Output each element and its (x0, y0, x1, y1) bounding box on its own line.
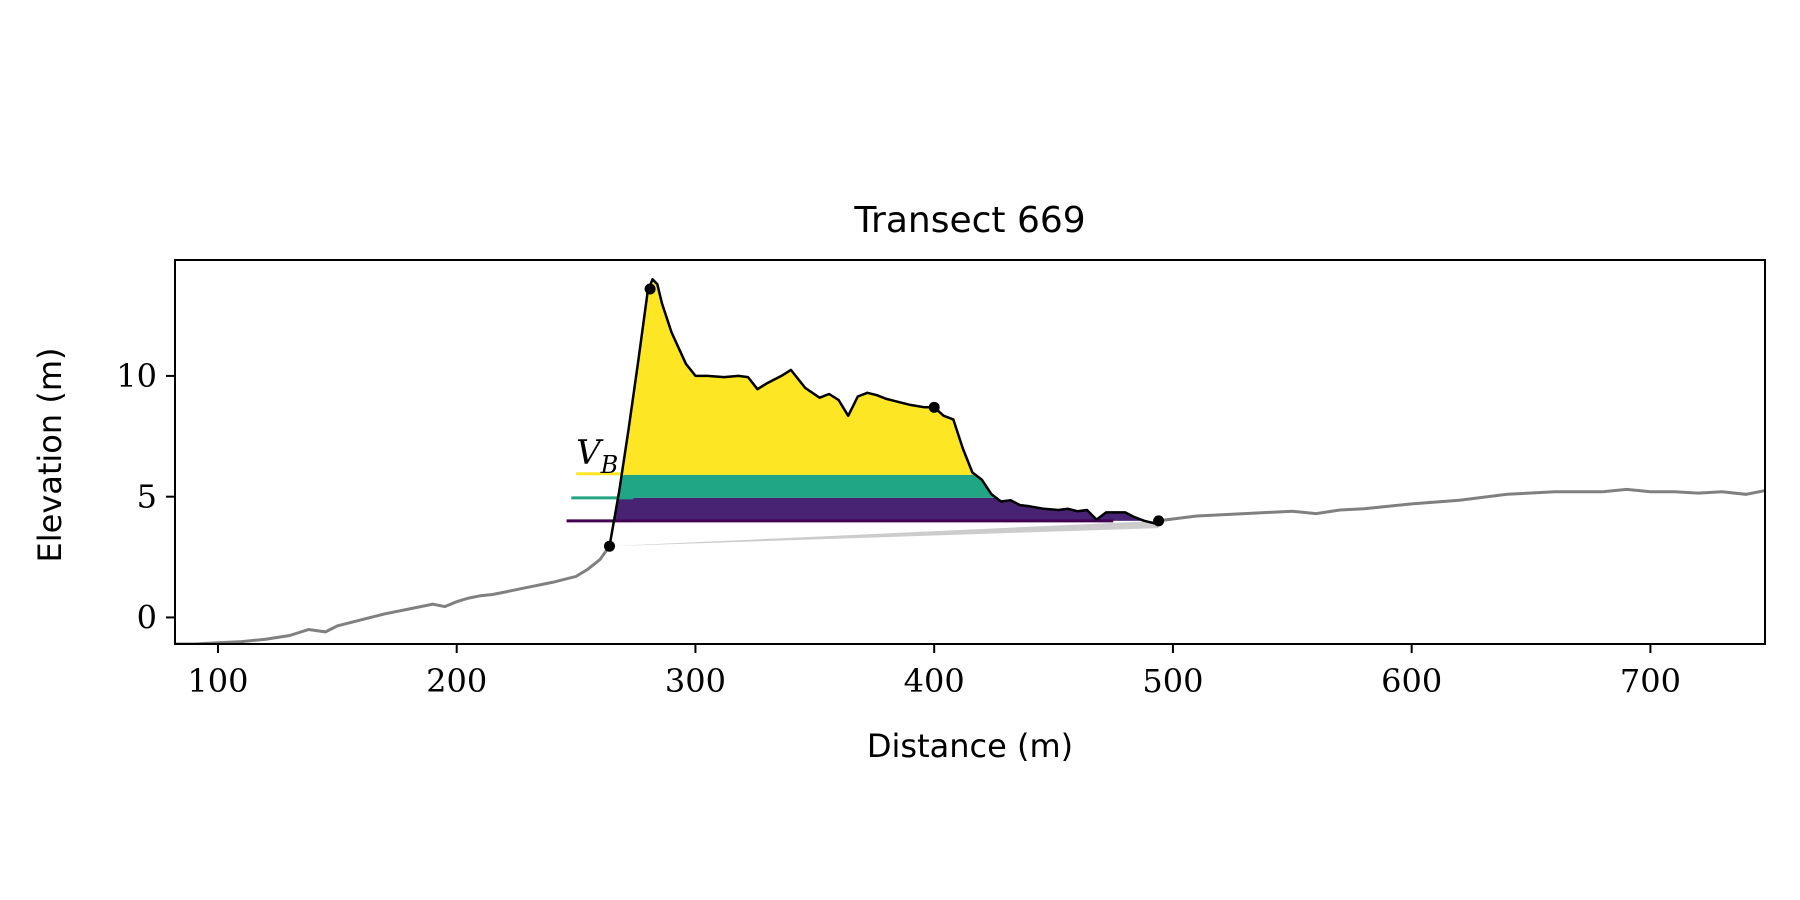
chart-title: Transect 669 (853, 200, 1085, 241)
x-tick-label: 100 (187, 662, 248, 700)
x-tick-label: 700 (1620, 662, 1681, 700)
x-tick-label: 500 (1142, 662, 1203, 700)
dune-point-marker (928, 401, 940, 413)
x-tick-label: 200 (426, 662, 487, 700)
y-tick-label: 0 (137, 598, 157, 636)
profile-line-left (175, 545, 611, 644)
volume-annotation: VB (576, 433, 618, 479)
x-axis: 100 200 300 400 500 600 700 (187, 644, 1681, 700)
volume-annotation-subscript: B (600, 451, 619, 479)
y-axis-label: Elevation (m) (31, 348, 69, 563)
dune-point-marker (644, 283, 656, 295)
profile-line-right (1158, 487, 1765, 523)
x-tick-label: 300 (665, 662, 726, 700)
y-tick-label: 5 (137, 478, 157, 516)
volume-annotation-main: V (576, 433, 604, 473)
y-axis: 0 5 10 (116, 357, 175, 636)
x-tick-label: 600 (1381, 662, 1442, 700)
plot-frame (174, 259, 1766, 645)
x-axis-label: Distance (m) (867, 727, 1073, 765)
x-tick-label: 400 (904, 662, 965, 700)
volume-wedge (609, 520, 1159, 547)
dune-point-marker (604, 540, 616, 552)
y-tick-label: 10 (116, 357, 157, 395)
dune-point-marker (1153, 515, 1165, 527)
dune-outline (608, 278, 1160, 547)
